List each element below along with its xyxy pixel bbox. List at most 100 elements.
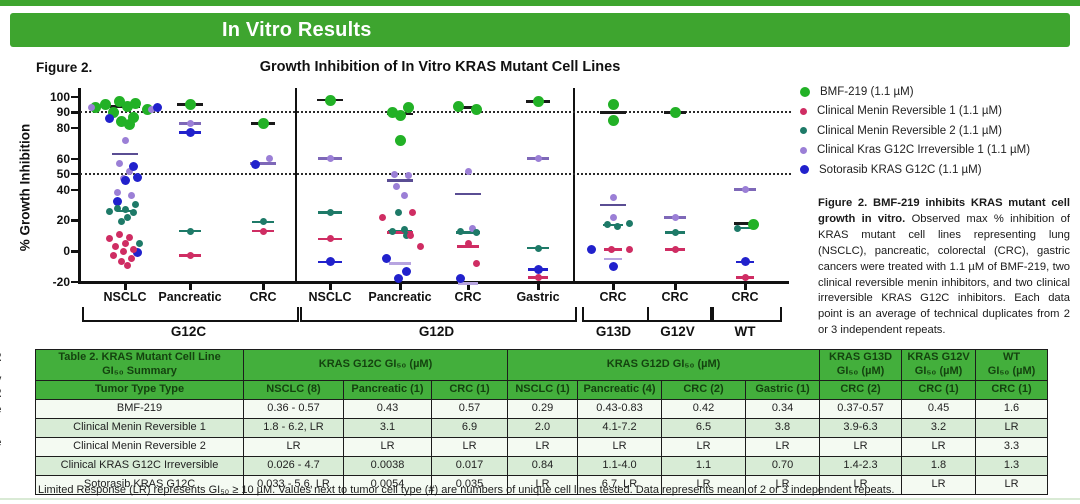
legend-label: Clinical Menin Reversible 1 (1.1 µM) [817,105,1002,118]
chart-legend: BMF-219 (1.1 µM) Clinical Menin Reversibl… [800,82,1070,180]
data-point [388,227,396,235]
edge-text-fragment: e [0,404,1,416]
table-cell: 0.43 [343,398,432,419]
data-point [184,99,196,111]
data-point [129,97,141,109]
table-row-label: Clinical Menin Reversible 2 [35,436,244,457]
data-point [127,111,139,123]
table-group-header: KRAS G12V GI₅₀ (µM) [901,349,977,381]
table-column-header: CRC (2) [661,379,747,400]
data-point [113,204,121,212]
table-cell: 0.37-0.57 [819,398,903,419]
table-row: Clinical KRAS G12C Irreversible 0.026 - 4… [35,455,1049,476]
data-point [127,255,135,263]
table-cell: 3.2 [901,417,977,438]
gi50-summary-table-wrap: Table 2. KRAS Mutant Cell Line GI₅₀ Summ… [35,349,1049,495]
mutation-bracket [712,307,782,322]
mutation-bracket [582,307,649,322]
median-bar [387,231,413,234]
table-column-header: CRC (1) [430,379,509,400]
table-column-header: NSCLC (8) [243,379,344,400]
y-tick-mark [71,173,78,176]
tissue-label: CRC [249,290,277,304]
data-point [123,119,135,131]
table-row-label: Sotorasib KRAS G12C [35,474,244,495]
table-cell: 0.035 [430,474,509,495]
table-cell: LR [975,417,1049,438]
table-row: Clinical Menin Reversible 1 1.8 - 6.2, LR… [35,417,1049,438]
table-cell: 0.70 [745,455,821,476]
data-point [121,206,129,214]
data-point [386,106,398,118]
figure-label: Figure 2. [36,60,93,75]
legend-item: BMF-219 (1.1 µM) [800,82,1070,102]
table-column-header: CRC (1) [901,379,977,400]
table-cell: LR [661,474,747,495]
table-cell: 1.8 - 6.2, LR [243,417,344,438]
tissue-label: CRC [599,290,627,304]
table-cell: 1.4-2.3 [819,455,903,476]
x-tick-mark [399,283,402,290]
table-group-header: KRAS G12D GI₅₀ (µM) [507,349,821,381]
data-point [400,192,408,200]
data-point [132,248,142,258]
data-point [105,207,113,215]
data-point [186,227,194,235]
y-tick-label: 0 [63,244,70,259]
reference-dotted-line [80,173,791,176]
y-tick-mark [71,157,78,161]
data-point [125,233,133,241]
tissue-label: CRC [731,290,759,304]
data-point [741,273,749,281]
data-point [532,96,544,108]
table-group-header: KRAS G13D GI₅₀ (µM) [819,349,903,381]
table-row: BMF-219 0.36 - 0.57 0.43 0.57 0.29 0.43-0.83 0… [35,398,1049,419]
median-bar [604,257,622,261]
data-point [378,213,386,221]
data-point [324,94,336,106]
table-column-header: Pancreatic (4) [577,379,663,400]
legend-label: Clinical Kras G12C Irreversible 1 (1.1 µ… [817,144,1031,157]
table-cell: 0.026 - 4.7 [243,455,344,476]
data-point [394,134,406,146]
legend-marker-icon [800,127,807,135]
tissue-label: NSCLC [308,290,352,304]
data-point [117,218,125,226]
data-point [112,197,122,207]
data-point [117,258,125,266]
data-point [669,106,681,118]
panel-divider-line [295,88,298,283]
data-point [671,246,679,254]
data-point [257,117,269,129]
y-tick-mark [71,281,78,284]
table-cell: LR [819,436,903,457]
gi50-summary-table: Table 2. KRAS Mutant Cell Line GI₅₀ Summ… [35,349,1049,495]
data-point [671,213,679,221]
table-cell: LR [507,436,579,457]
y-tick-label: 100 [49,90,70,104]
tissue-label: CRC [661,290,689,304]
data-point [625,246,633,254]
tissue-label: Gastric [516,290,560,304]
data-point [125,167,133,175]
data-point [115,159,123,167]
data-point [392,182,400,190]
data-point [121,136,129,144]
y-tick-mark [71,111,78,114]
data-point [123,261,131,269]
data-point [464,167,472,175]
median-bar [458,282,478,285]
x-tick-mark [329,283,332,290]
data-point [132,172,142,182]
data-point [671,229,679,237]
data-point [121,239,129,247]
data-point [129,246,137,254]
section-title: In Vitro Results [222,18,372,41]
data-point [607,99,619,111]
data-point [404,172,412,180]
data-point [119,247,127,255]
table-cell: 0.0054 [343,474,432,495]
table-cell: 0.43-0.83 [577,398,663,419]
